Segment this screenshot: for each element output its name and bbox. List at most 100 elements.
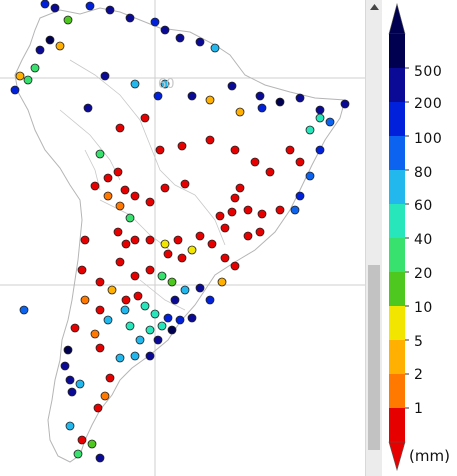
scroll-thumb[interactable]: [368, 265, 380, 450]
station-marker: [125, 321, 135, 331]
station-marker: [207, 239, 217, 249]
station-marker: [80, 295, 90, 305]
station-marker: [340, 99, 350, 109]
station-marker: [133, 291, 143, 301]
station-marker: [205, 95, 215, 105]
station-marker: [125, 13, 135, 23]
station-marker: [255, 91, 265, 101]
station-marker: [130, 191, 140, 201]
station-marker: [23, 75, 33, 85]
colorbar-segment: [389, 34, 405, 69]
station-marker: [175, 33, 185, 43]
station-marker: [153, 335, 163, 345]
station-marker: [145, 325, 155, 335]
station-marker: [257, 103, 267, 113]
station-marker: [140, 113, 150, 123]
colorbar-segment: [389, 238, 405, 273]
station-marker: [243, 231, 253, 241]
colorbar-segment: [389, 272, 405, 307]
station-marker: [163, 249, 173, 259]
colorbar-top-arrow: [388, 2, 406, 35]
station-marker: [150, 17, 160, 27]
station-marker: [85, 1, 95, 11]
station-marker: [275, 97, 285, 107]
station-marker: [305, 171, 315, 181]
border-line: [59, 59, 226, 311]
station-marker: [275, 205, 285, 215]
vertical-scrollbar[interactable]: [365, 0, 383, 476]
continent-outline: [14, 7, 346, 463]
colorbar-label-200: 200: [414, 96, 443, 112]
station-marker: [167, 277, 177, 287]
station-marker: [83, 103, 93, 113]
station-marker: [265, 167, 275, 177]
station-marker: [107, 285, 117, 295]
station-marker: [157, 271, 167, 281]
station-marker: [187, 91, 197, 101]
station-marker: [90, 329, 100, 339]
station-marker: [195, 231, 205, 241]
station-marker: [187, 245, 197, 255]
station-marker: [325, 117, 335, 127]
scroll-up-arrow-icon[interactable]: [366, 0, 383, 16]
station-marker: [45, 35, 55, 45]
colorbar-label-80: 80: [414, 165, 433, 181]
station-marker: [135, 335, 145, 345]
station-marker: [210, 43, 220, 53]
station-marker: [243, 205, 253, 215]
station-marker: [160, 79, 170, 89]
station-marker: [115, 353, 125, 363]
station-marker: [95, 453, 105, 463]
station-marker: [30, 63, 40, 73]
station-marker: [230, 193, 240, 203]
station-marker: [121, 239, 131, 249]
station-marker: [163, 313, 173, 323]
station-marker: [115, 257, 125, 267]
precipitation-map[interactable]: 60: [0, 0, 365, 476]
colorbar-label-60: 60: [414, 198, 433, 214]
colorbar-segment: [389, 408, 405, 443]
station-marker: [255, 227, 265, 237]
station-marker: [77, 435, 87, 445]
station-marker: [155, 145, 165, 155]
station-marker: [10, 85, 20, 95]
station-marker: [173, 235, 183, 245]
station-marker: [63, 345, 73, 355]
station-marker: [290, 205, 300, 215]
station-marker: [73, 449, 83, 459]
station-marker: [177, 253, 187, 263]
colorbar-label-100: 100: [414, 131, 443, 147]
colorbar-segment: [389, 340, 405, 375]
colorbar-bottom-arrow: [388, 441, 406, 472]
station-marker: [115, 123, 125, 133]
station-marker: [150, 309, 160, 319]
station-marker: [65, 375, 75, 385]
station-marker: [295, 93, 305, 103]
colorbar-label-40: 40: [414, 232, 433, 248]
station-marker: [95, 305, 105, 315]
station-marker: [227, 207, 237, 217]
colorbar-unit: (mm): [409, 447, 450, 465]
station-marker: [145, 197, 155, 207]
station-marker: [305, 125, 315, 135]
colorbar-label-2: 2: [414, 367, 424, 383]
station-marker: [100, 71, 110, 81]
colorbar-segment: [389, 306, 405, 341]
station-marker: [220, 223, 230, 233]
station-marker: [105, 5, 115, 15]
colorbar-segment: [389, 68, 405, 103]
station-marker: [230, 145, 240, 155]
station-marker: [153, 91, 163, 101]
station-marker: [130, 271, 140, 281]
colorbar-label-1: 1: [414, 401, 424, 417]
station-marker: [130, 79, 140, 89]
station-marker: [40, 0, 50, 9]
colorbar-label-20: 20: [414, 266, 433, 282]
station-marker: [315, 113, 325, 123]
station-marker: [90, 181, 100, 191]
station-marker: [87, 439, 97, 449]
station-marker: [235, 107, 245, 117]
station-marker: [205, 135, 215, 145]
station-marker: [113, 167, 123, 177]
station-marker: [63, 15, 73, 25]
